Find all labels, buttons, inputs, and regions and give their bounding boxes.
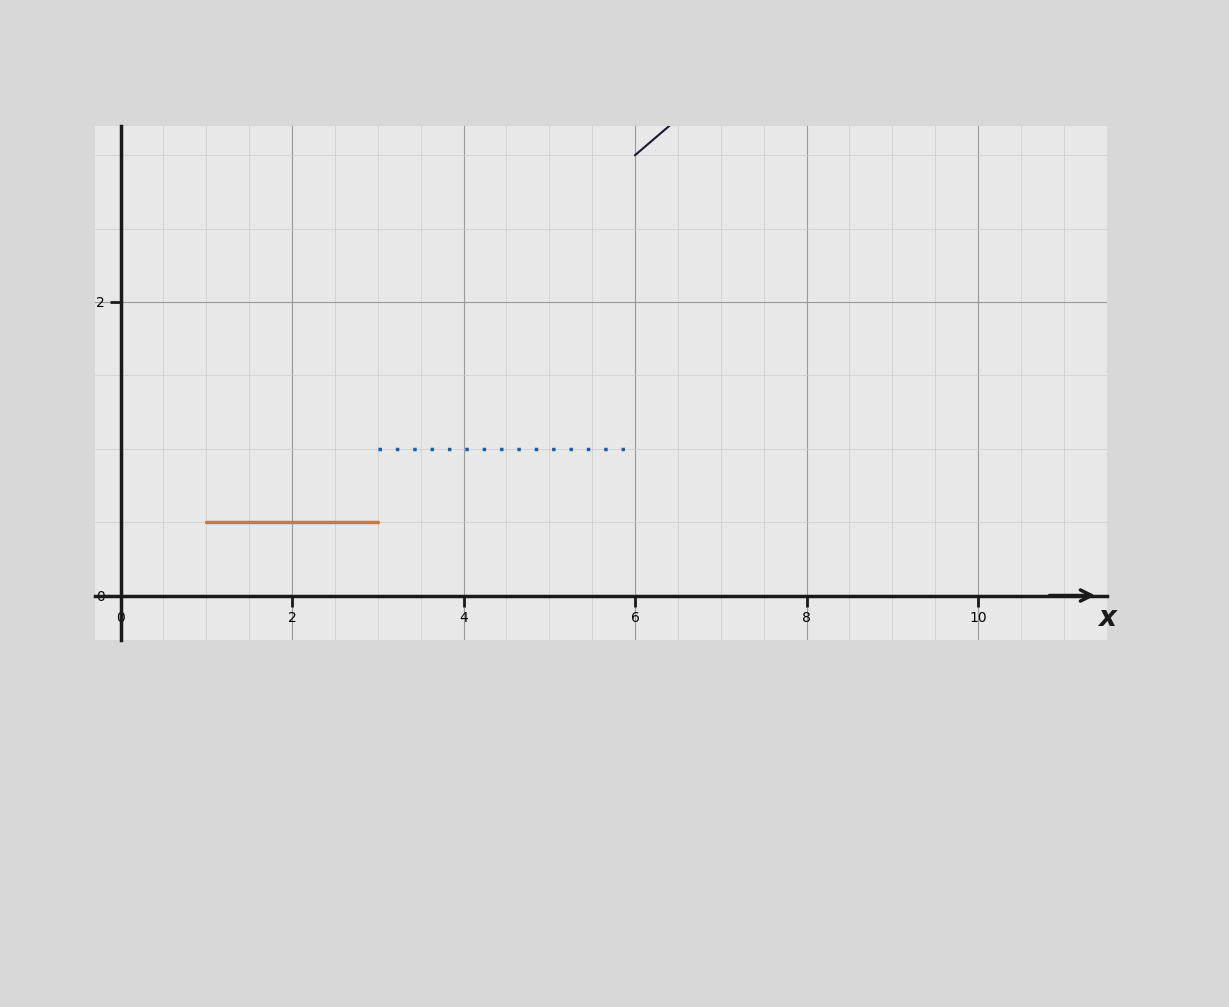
Text: x: x <box>1097 603 1116 631</box>
